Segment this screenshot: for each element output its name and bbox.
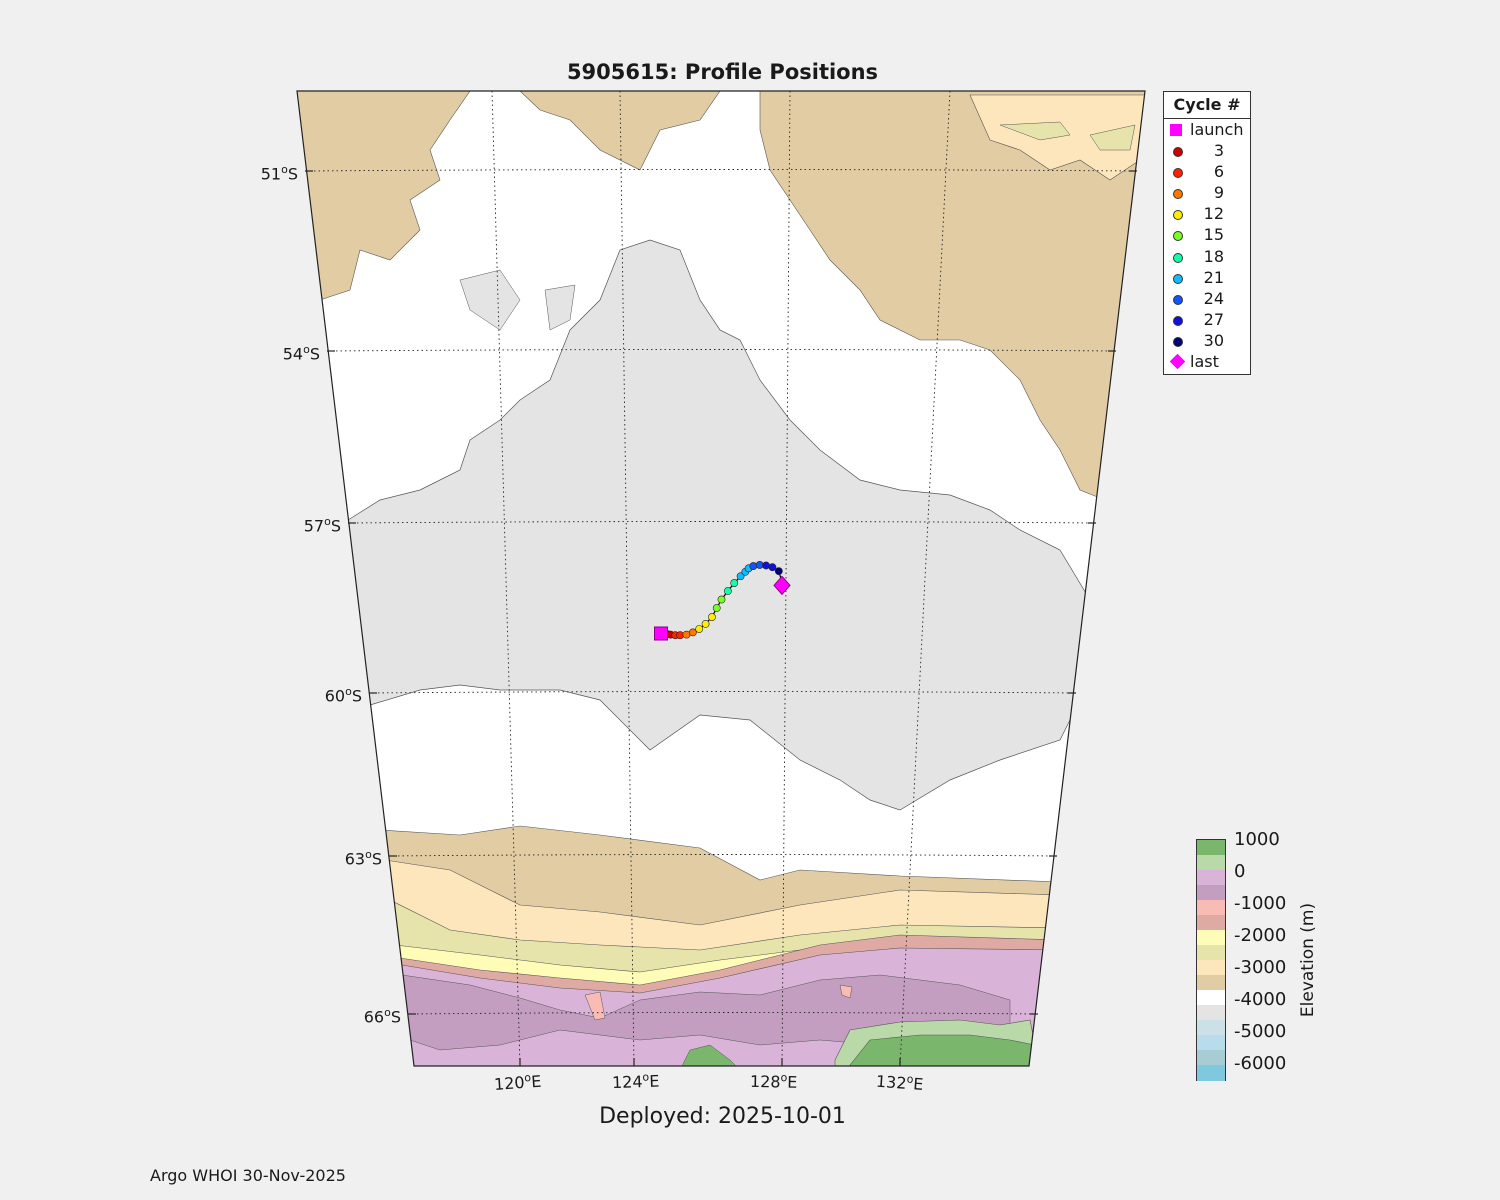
- colorbar-segment: [1197, 1035, 1225, 1051]
- colorbar-tick-label: -2000: [1234, 925, 1287, 946]
- colorbar-segment: [1197, 900, 1225, 916]
- legend-symbol-dot: [1173, 294, 1183, 305]
- legend-symbol-dot: [1173, 231, 1183, 242]
- deployed-label: Deployed: 2025-10-01: [599, 1104, 846, 1129]
- legend-symbol-dot: [1173, 147, 1183, 158]
- legend-label: launch: [1190, 120, 1244, 139]
- track-point[interactable]: [774, 567, 783, 576]
- legend-title: Cycle #: [1164, 92, 1250, 119]
- colorbar-segment: [1197, 1005, 1225, 1021]
- colorbar-segment: [1197, 990, 1225, 1006]
- track-point[interactable]: [768, 563, 777, 572]
- lat-label-51: 51oS: [260, 163, 298, 184]
- legend-symbol-dot: [1173, 189, 1183, 200]
- track-point[interactable]: [701, 619, 710, 628]
- legend-symbol-dot: [1173, 336, 1183, 347]
- lon-label-124: 124oE: [611, 1070, 660, 1093]
- track-point[interactable]: [695, 625, 704, 633]
- colorbar-label: Elevation (m): [1298, 902, 1318, 1018]
- colorbar-segment: [1197, 1050, 1225, 1066]
- legend-entry: 21: [1164, 267, 1250, 288]
- footer-credit: Argo WHOI 30-Nov-2025: [150, 1166, 346, 1185]
- legend-entry: 6: [1164, 161, 1250, 182]
- colorbar-segment: [1197, 1065, 1225, 1081]
- colorbar-tick-label: 0: [1234, 861, 1246, 882]
- legend-symbol-dot: [1173, 210, 1183, 221]
- track-point[interactable]: [717, 595, 726, 604]
- colorbar-tick-label: -4000: [1234, 989, 1287, 1010]
- track-point[interactable]: [730, 579, 739, 587]
- lon-label-128: 128oE: [749, 1071, 798, 1092]
- legend-symbol-diamond: [1169, 353, 1186, 370]
- colorbar-segment: [1197, 870, 1225, 886]
- legend-label: 6: [1213, 162, 1224, 182]
- lat-label-57: 57oS: [303, 515, 341, 536]
- lon-label-120: 120oE: [493, 1071, 543, 1094]
- colorbar-segment: [1197, 855, 1225, 871]
- map-frame: [296, 90, 1146, 1067]
- legend-symbol-dot: [1173, 168, 1183, 179]
- legend-label: 27: [1203, 309, 1224, 329]
- legend-label: 3: [1213, 141, 1224, 161]
- colorbar-segment: [1197, 945, 1225, 961]
- legend-entry: launch: [1164, 119, 1250, 140]
- cycle-legend: Cycle # launch 3 6 9 12 15 18 21 24 27 30 last: [1163, 91, 1251, 375]
- colorbar-tick-label: -1000: [1234, 893, 1287, 914]
- launch-marker[interactable]: [654, 626, 668, 641]
- colorbar-tick-label: -3000: [1234, 957, 1287, 978]
- lat-label-66: 66oS: [363, 1006, 401, 1027]
- lat-label-54: 54oS: [282, 343, 320, 364]
- legend-label: 12: [1203, 204, 1224, 224]
- legend-symbol-dot: [1173, 315, 1183, 326]
- track-point[interactable]: [712, 604, 721, 612]
- legend-entry: 15: [1164, 224, 1250, 245]
- colorbar-segment: [1197, 975, 1225, 991]
- legend-label: 30: [1203, 330, 1224, 350]
- colorbar-segment: [1197, 885, 1225, 901]
- legend-label: 24: [1203, 288, 1224, 308]
- track-point[interactable]: [736, 572, 745, 581]
- legend-label: 9: [1213, 183, 1224, 203]
- legend-entry: 27: [1164, 309, 1250, 330]
- legend-symbol-dot: [1173, 252, 1183, 263]
- track-point[interactable]: [723, 587, 732, 595]
- colorbar-tick-label: -6000: [1234, 1053, 1287, 1074]
- legend-label: 18: [1203, 246, 1224, 266]
- colorbar-segment: [1197, 915, 1225, 931]
- legend-entry: 18: [1164, 246, 1250, 267]
- legend-entry: 3: [1164, 140, 1250, 161]
- legend-entry: 12: [1164, 203, 1250, 224]
- colorbar-tick-label: -5000: [1234, 1021, 1287, 1042]
- graticule: [304, 90, 1138, 1067]
- last-marker[interactable]: [773, 575, 791, 596]
- legend-label: 15: [1203, 225, 1224, 245]
- axis-ticks: [305, 170, 1137, 1066]
- colorbar-tick-label: 1000: [1234, 829, 1280, 850]
- track-point[interactable]: [688, 628, 697, 637]
- chart-title: 5905615: Profile Positions: [566, 60, 879, 84]
- lon-label-132: 132oE: [875, 1071, 924, 1094]
- bathymetry-layer: [297, 91, 1145, 1066]
- legend-entry: last: [1164, 351, 1250, 372]
- legend-symbol-dot: [1173, 273, 1183, 284]
- colorbar-segment: [1197, 960, 1225, 976]
- elevation-colorbar: [1196, 839, 1226, 1081]
- colorbar-segment: [1197, 1020, 1225, 1036]
- legend-label: 21: [1203, 267, 1224, 287]
- lat-label-63: 63oS: [344, 848, 382, 869]
- colorbar-segment: [1197, 930, 1225, 946]
- legend-label: last: [1190, 352, 1219, 372]
- colorbar-segment: [1197, 840, 1225, 856]
- legend-entry: 24: [1164, 288, 1250, 309]
- legend-entry: 30: [1164, 330, 1250, 351]
- legend-symbol-square: [1170, 124, 1182, 136]
- lat-label-60: 60oS: [324, 685, 362, 706]
- legend-entry: 9: [1164, 182, 1250, 203]
- track-point[interactable]: [749, 562, 758, 570]
- track-point[interactable]: [708, 613, 716, 621]
- track-point[interactable]: [762, 561, 770, 570]
